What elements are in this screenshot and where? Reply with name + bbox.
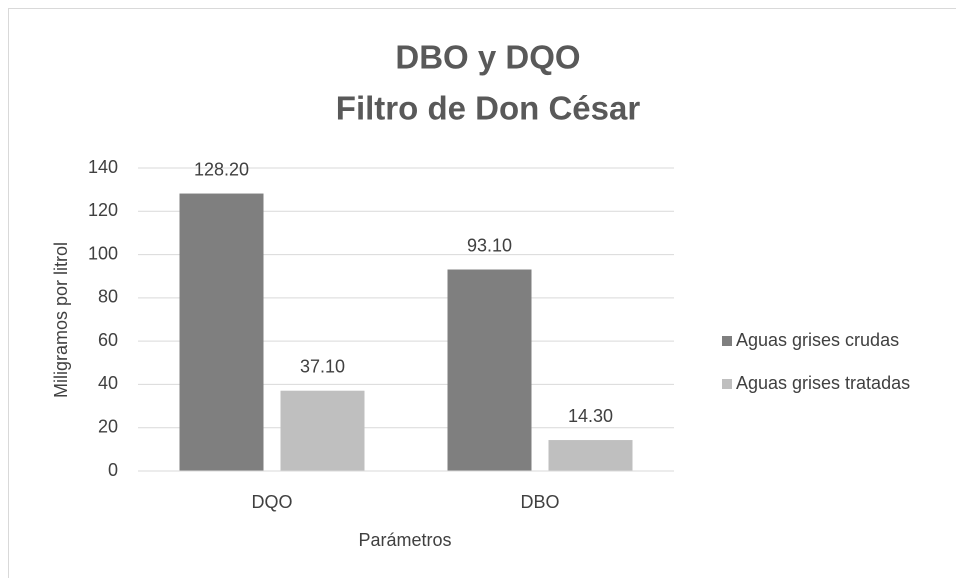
bar [179,193,264,471]
data-label: 14.30 [568,406,613,426]
bar [447,269,532,471]
x-tick-label: DBO [520,492,559,512]
x-tick-label: DQO [251,492,292,512]
legend-swatch [722,379,732,389]
y-axis-label: Miligramos por litrol [51,242,71,398]
y-tick-label: 100 [88,243,118,263]
y-tick-label: 40 [98,373,118,393]
bar [548,440,633,471]
bar [280,390,365,471]
y-tick-label: 140 [88,157,118,177]
y-tick-label: 0 [108,460,118,480]
legend-label: Aguas grises tratadas [736,373,910,393]
chart-title: DBO y DQO [395,39,580,76]
y-tick-label: 80 [98,287,118,307]
legend-label: Aguas grises crudas [736,330,899,350]
legend-swatch [722,336,732,346]
data-label: 37.10 [300,356,345,376]
data-label: 128.20 [194,159,249,179]
data-label: 93.10 [467,235,512,255]
y-tick-label: 60 [98,330,118,350]
y-tick-label: 120 [88,200,118,220]
chart-title: Filtro de Don César [336,90,641,127]
x-axis-label: Parámetros [358,530,451,550]
y-tick-label: 20 [98,416,118,436]
